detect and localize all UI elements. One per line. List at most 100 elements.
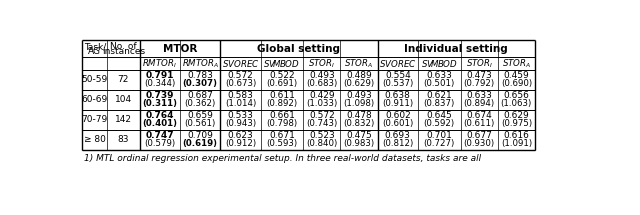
Text: 0.616: 0.616 <box>504 131 529 140</box>
Text: 60-69: 60-69 <box>82 95 108 104</box>
Text: 0.533: 0.533 <box>227 111 253 120</box>
Text: (0.894): (0.894) <box>463 99 495 108</box>
Text: (0.792): (0.792) <box>463 79 495 88</box>
Text: 0.661: 0.661 <box>269 111 295 120</box>
Text: (0.812): (0.812) <box>382 139 413 148</box>
Text: (0.840): (0.840) <box>306 139 337 148</box>
Text: 142: 142 <box>115 115 132 124</box>
Text: (0.629): (0.629) <box>344 79 374 88</box>
Text: AG: AG <box>88 48 101 57</box>
Text: $\mathit{SV\!M\!BOD}$: $\mathit{SV\!M\!BOD}$ <box>420 58 458 69</box>
Text: (0.601): (0.601) <box>382 119 413 128</box>
Text: (0.930): (0.930) <box>463 139 495 148</box>
Text: $\mathit{RMTOR}_{\mathit{I}}$: $\mathit{RMTOR}_{\mathit{I}}$ <box>142 57 177 70</box>
Text: 0.475: 0.475 <box>346 131 372 140</box>
Text: 0.693: 0.693 <box>385 131 411 140</box>
Text: MTOR: MTOR <box>163 44 197 54</box>
Text: (0.943): (0.943) <box>225 119 256 128</box>
Text: 72: 72 <box>118 75 129 84</box>
Text: 0.493: 0.493 <box>346 91 372 100</box>
Text: 0.739: 0.739 <box>145 91 174 100</box>
Text: $\mathit{STOR}_{\mathit{I}}$: $\mathit{STOR}_{\mathit{I}}$ <box>465 57 493 70</box>
Text: 0.701: 0.701 <box>426 131 452 140</box>
Text: Individual setting: Individual setting <box>404 44 508 54</box>
Text: (0.837): (0.837) <box>424 99 455 108</box>
Text: 0.523: 0.523 <box>309 131 335 140</box>
Text: 0.764: 0.764 <box>145 111 174 120</box>
Text: $\mathit{STOR}_{\mathit{A}}$: $\mathit{STOR}_{\mathit{A}}$ <box>344 57 374 70</box>
Text: 1) MTL ordinal regression experimental setup. In three real-world datasets, task: 1) MTL ordinal regression experimental s… <box>84 154 481 163</box>
Text: 0.656: 0.656 <box>504 91 529 100</box>
Text: 0.583: 0.583 <box>227 91 253 100</box>
Text: $\mathit{SVOREC}$: $\mathit{SVOREC}$ <box>221 58 259 69</box>
Text: 0.493: 0.493 <box>309 71 335 80</box>
Text: (0.727): (0.727) <box>424 139 455 148</box>
Text: (0.344): (0.344) <box>144 79 175 88</box>
Text: 0.572: 0.572 <box>309 111 335 120</box>
Text: 83: 83 <box>118 135 129 144</box>
Text: (0.537): (0.537) <box>382 79 413 88</box>
Text: (0.561): (0.561) <box>184 119 216 128</box>
Text: 0.429: 0.429 <box>309 91 335 100</box>
Text: 0.709: 0.709 <box>187 131 213 140</box>
Text: 0.687: 0.687 <box>187 91 213 100</box>
Text: (0.362): (0.362) <box>184 99 216 108</box>
Text: (0.307): (0.307) <box>182 79 218 88</box>
Text: (0.619): (0.619) <box>182 139 218 148</box>
Text: (1.063): (1.063) <box>500 99 532 108</box>
Text: (0.983): (0.983) <box>344 139 374 148</box>
Text: (0.311): (0.311) <box>142 99 177 108</box>
Text: 0.645: 0.645 <box>426 111 452 120</box>
Text: 0.554: 0.554 <box>385 71 411 80</box>
Text: 104: 104 <box>115 95 132 104</box>
Text: (0.611): (0.611) <box>463 119 495 128</box>
Text: 0.677: 0.677 <box>466 131 492 140</box>
Text: 0.629: 0.629 <box>504 111 529 120</box>
Text: 0.489: 0.489 <box>346 71 372 80</box>
Text: (0.501): (0.501) <box>424 79 455 88</box>
Text: ≥ 80: ≥ 80 <box>84 135 106 144</box>
Text: (0.975): (0.975) <box>500 119 532 128</box>
Text: 0.478: 0.478 <box>346 111 372 120</box>
Text: $\mathit{RMTOR}_{\mathit{A}}$: $\mathit{RMTOR}_{\mathit{A}}$ <box>182 57 219 70</box>
Text: $\mathit{STOR}_{\mathit{I}}$: $\mathit{STOR}_{\mathit{I}}$ <box>308 57 335 70</box>
Text: (0.892): (0.892) <box>266 99 298 108</box>
Text: instances: instances <box>102 48 145 57</box>
Text: $\mathit{SVOREC}$: $\mathit{SVOREC}$ <box>379 58 417 69</box>
Text: (0.401): (0.401) <box>142 119 177 128</box>
Text: Task/: Task/ <box>84 42 106 51</box>
Text: Global setting: Global setting <box>257 44 340 54</box>
Text: 0.747: 0.747 <box>145 131 174 140</box>
Text: (0.593): (0.593) <box>266 139 298 148</box>
Text: (0.673): (0.673) <box>225 79 256 88</box>
Text: 0.671: 0.671 <box>269 131 295 140</box>
Text: (0.743): (0.743) <box>306 119 337 128</box>
Text: (0.690): (0.690) <box>500 79 532 88</box>
Text: (0.832): (0.832) <box>344 119 374 128</box>
Text: 0.659: 0.659 <box>187 111 213 120</box>
Text: (0.592): (0.592) <box>424 119 455 128</box>
Text: (1.033): (1.033) <box>306 99 337 108</box>
Text: 0.473: 0.473 <box>467 71 492 80</box>
Text: $\mathit{STOR}_{\mathit{A}}$: $\mathit{STOR}_{\mathit{A}}$ <box>502 57 531 70</box>
Text: 0.623: 0.623 <box>228 131 253 140</box>
Text: 0.621: 0.621 <box>426 91 452 100</box>
Text: 70-79: 70-79 <box>82 115 108 124</box>
Text: $\mathit{SV\!M\!BOD}$: $\mathit{SV\!M\!BOD}$ <box>264 58 300 69</box>
Text: 0.633: 0.633 <box>466 91 492 100</box>
Text: (0.691): (0.691) <box>266 79 298 88</box>
Text: 0.791: 0.791 <box>145 71 174 80</box>
Text: 0.611: 0.611 <box>269 91 295 100</box>
Text: 0.638: 0.638 <box>385 91 411 100</box>
Text: 0.602: 0.602 <box>385 111 411 120</box>
Text: (1.091): (1.091) <box>500 139 532 148</box>
Text: (0.912): (0.912) <box>225 139 256 148</box>
Text: (1.014): (1.014) <box>225 99 256 108</box>
Text: (0.911): (0.911) <box>382 99 413 108</box>
Text: (0.798): (0.798) <box>266 119 298 128</box>
Text: 0.459: 0.459 <box>504 71 529 80</box>
Text: (0.579): (0.579) <box>144 139 175 148</box>
Text: 0.572: 0.572 <box>228 71 253 80</box>
Text: (0.683): (0.683) <box>306 79 337 88</box>
Text: (1.098): (1.098) <box>344 99 374 108</box>
